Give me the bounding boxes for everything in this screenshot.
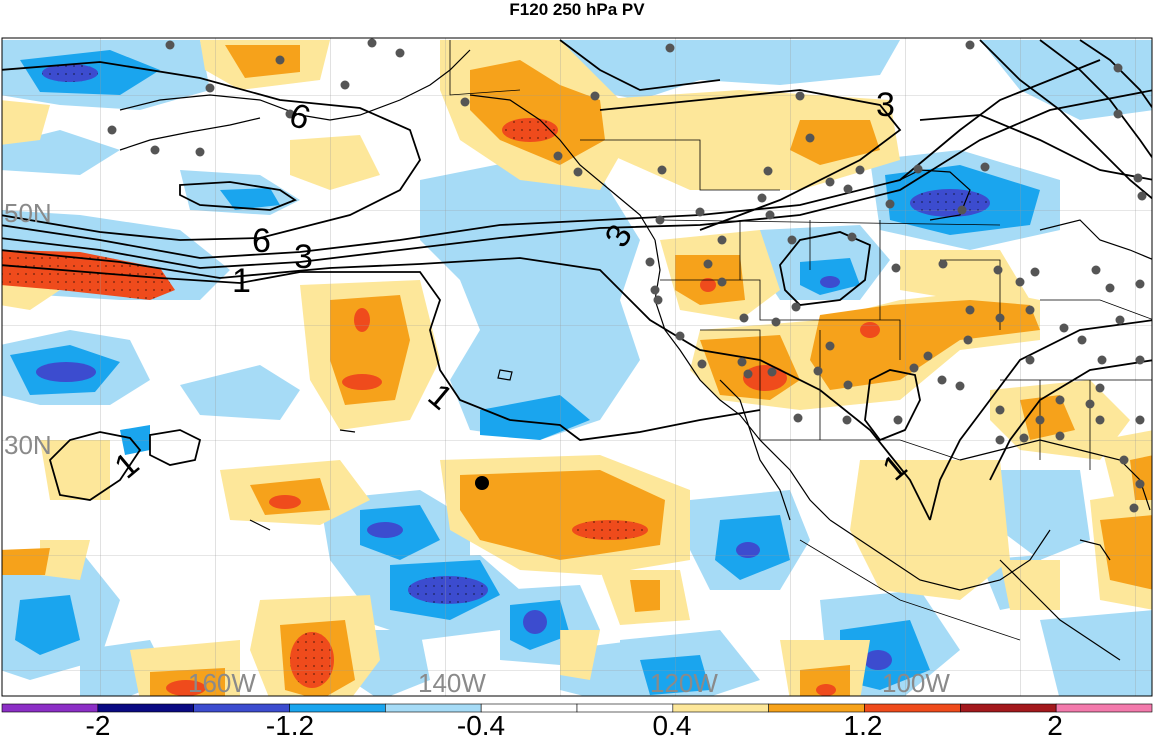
lat-lon-grid bbox=[2, 38, 1152, 696]
colorbar-tick-label: -0.4 bbox=[457, 710, 505, 739]
pv-contours bbox=[2, 39, 1152, 521]
colorbar-tick-label: -2 bbox=[86, 710, 111, 739]
marked-point bbox=[475, 476, 489, 490]
map-frame bbox=[1, 37, 1153, 697]
lat-label-50n: 50N bbox=[4, 198, 52, 228]
contour-label: 6 bbox=[252, 222, 271, 260]
lat-label-30n: 30N bbox=[4, 430, 52, 460]
colorbar-segment bbox=[1055, 703, 1153, 713]
colorbar bbox=[1, 703, 1153, 713]
colorbar-segment bbox=[97, 703, 194, 713]
station-markers bbox=[107, 38, 1147, 513]
colorbar-tick-label: 2 bbox=[1047, 710, 1063, 739]
map-title: F120 250 hPa PV bbox=[509, 0, 645, 19]
lon-label-140w: 140W bbox=[418, 668, 486, 698]
colorbar-segment bbox=[960, 703, 1057, 713]
colorbar-tick-label: 1.2 bbox=[844, 710, 883, 739]
contour-label: 1 bbox=[232, 262, 251, 300]
lon-label-100w: 100W bbox=[882, 668, 950, 698]
coastlines bbox=[119, 49, 1152, 661]
contour-label: 3 bbox=[294, 238, 313, 276]
map-area: 50N 30N 160W 140W 120W 100W 6 3 6 3 1 3 … bbox=[2, 38, 1152, 698]
lon-label-160w: 160W bbox=[188, 668, 256, 698]
colorbar-tick-label: 0.4 bbox=[653, 710, 692, 739]
colorbar-tick-label: -1.2 bbox=[266, 710, 314, 739]
political-borders bbox=[449, 40, 1152, 641]
contour-label: 3 bbox=[876, 86, 895, 124]
colorbar-segment bbox=[1, 703, 99, 713]
lon-label-120w: 120W bbox=[650, 668, 718, 698]
